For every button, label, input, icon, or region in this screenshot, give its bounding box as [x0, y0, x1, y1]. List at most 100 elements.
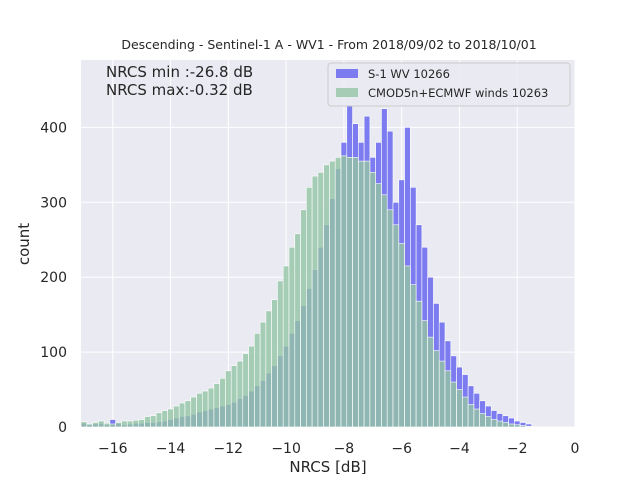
histogram-bar	[98, 420, 105, 428]
histogram-bar	[230, 365, 238, 428]
y-tick-label: 200	[40, 270, 67, 286]
histogram-bar	[300, 209, 307, 428]
histogram-bar	[410, 284, 417, 428]
histogram-bar	[219, 378, 226, 428]
histogram-bar	[490, 419, 498, 428]
histogram-bar	[433, 350, 440, 428]
histogram-bar	[456, 389, 463, 428]
histogram-bar	[288, 246, 296, 428]
histogram-bar	[213, 383, 220, 428]
y-axis-label: count	[15, 223, 33, 265]
x-tick-label: 0	[571, 441, 580, 457]
x-tick-label: −16	[98, 441, 128, 457]
histogram-bar	[317, 172, 324, 428]
histogram-bar	[138, 419, 145, 428]
histogram-bar	[184, 400, 192, 428]
histogram-bar	[415, 300, 423, 428]
histogram-bar	[242, 353, 249, 428]
histogram-bar	[519, 425, 527, 428]
y-tick-label: 100	[40, 345, 67, 361]
histogram-bar	[254, 333, 261, 428]
histogram-bar	[311, 175, 319, 428]
histogram-bar	[190, 396, 197, 428]
histogram-bar	[126, 420, 134, 428]
histogram-bar	[248, 345, 255, 428]
y-tick-label: 400	[40, 120, 67, 136]
histogram-bar	[294, 233, 301, 428]
legend-label-cmod5n: CMOD5n+ECMWF winds 10263	[368, 86, 548, 100]
histogram-bar	[427, 336, 434, 428]
histogram-bar	[329, 160, 336, 428]
histogram-bar	[178, 402, 186, 428]
legend-box	[327, 62, 571, 107]
histogram-bar	[150, 415, 157, 428]
x-tick-label: −4	[449, 441, 470, 457]
histogram-bar	[323, 164, 330, 428]
histogram-bar	[392, 224, 400, 428]
histogram-bar	[155, 412, 163, 428]
x-axis-label: NRCS [dB]	[289, 458, 366, 476]
histogram-bar	[421, 320, 428, 428]
x-tick-label: −12	[214, 441, 244, 457]
histogram-bar	[103, 422, 111, 428]
histogram-bar	[225, 370, 232, 428]
histogram-bar	[202, 390, 209, 428]
histogram-bar	[144, 416, 151, 428]
x-tick-labels: −16 −14 −12 −10 −8 −6 −4 −2 0	[98, 441, 579, 457]
histogram-bar	[462, 396, 469, 428]
histogram-bar	[444, 370, 452, 428]
histogram-bar	[121, 420, 128, 428]
histogram-bar	[109, 423, 116, 428]
nrcs-max-annotation: NRCS max:-0.32 dB	[106, 81, 253, 99]
x-tick-label: −2	[507, 441, 528, 457]
histogram-bar	[282, 265, 290, 428]
legend-label-s1-wv: S-1 WV 10266	[368, 67, 450, 81]
histogram-bar	[485, 416, 492, 428]
histogram-bar	[196, 392, 203, 428]
y-tick-label: 0	[58, 420, 67, 436]
histogram-bar	[438, 360, 446, 428]
histogram-bar	[259, 321, 267, 428]
histogram-bar	[236, 360, 244, 428]
legend-swatch-cmod5n	[336, 88, 358, 97]
histogram-bar	[265, 310, 272, 428]
histogram-bar	[358, 160, 365, 428]
histogram-bar	[525, 425, 532, 428]
histogram-bar	[496, 420, 504, 428]
legend-swatch-s1-wv	[336, 69, 358, 78]
histogram-bar	[450, 381, 457, 428]
histogram-bar	[467, 404, 475, 428]
histogram-bar	[346, 157, 353, 428]
histogram-bar	[479, 413, 486, 428]
histogram-bar	[207, 387, 215, 428]
x-tick-label: −6	[391, 441, 412, 457]
histogram-bar	[132, 419, 140, 428]
histogram-bar	[375, 183, 382, 428]
histogram-bar	[340, 155, 348, 428]
histogram-bar	[306, 187, 313, 428]
histogram-bar	[352, 157, 359, 428]
histogram-bar	[86, 423, 93, 428]
histogram-bar	[277, 280, 284, 428]
histogram-bar	[167, 408, 174, 428]
histogram-bar	[173, 405, 180, 428]
y-tick-label: 300	[40, 195, 67, 211]
nrcs-min-annotation: NRCS min :-26.8 dB	[106, 63, 253, 81]
histogram-bar	[80, 421, 88, 428]
histogram-bar	[115, 422, 122, 428]
legend: S-1 WV 10266 CMOD5n+ECMWF winds 10263	[327, 62, 571, 107]
histogram-bar	[334, 157, 342, 428]
histogram-bar	[271, 299, 278, 428]
chart-title: Descending - Sentinel-1 A - WV1 - From 2…	[121, 37, 536, 52]
histogram-bar	[363, 160, 371, 428]
y-tick-labels: 0 100 200 300 400	[40, 120, 67, 436]
histogram-bar	[369, 172, 376, 428]
histogram-bar	[398, 243, 405, 428]
histogram-bar	[473, 408, 480, 428]
histogram-bar	[386, 209, 394, 428]
histogram-bar	[502, 422, 509, 428]
x-tick-label: −8	[334, 441, 355, 457]
series-cmod5n-bars	[80, 155, 532, 428]
x-tick-label: −10	[271, 441, 301, 457]
